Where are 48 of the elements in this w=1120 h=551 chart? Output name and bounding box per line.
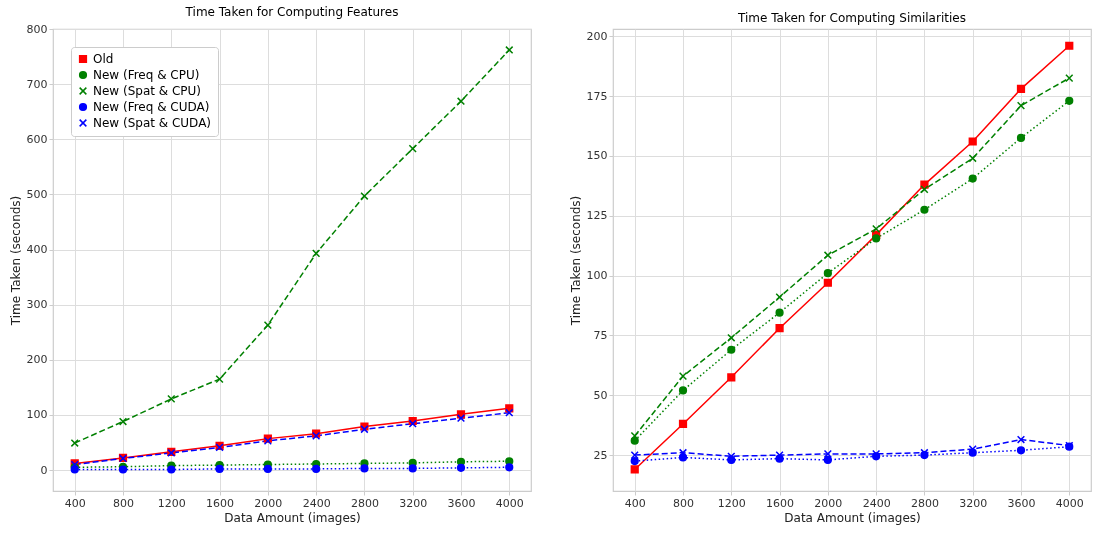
y-tick-label: 200: [26, 353, 48, 367]
y-tick-label: 0: [40, 463, 48, 477]
x-tick-label: 2400: [302, 496, 331, 510]
y-tick-label: 500: [26, 187, 48, 201]
x-tick-label: 1600: [206, 496, 235, 510]
chart-title: Time Taken for Computing Features: [184, 5, 399, 19]
y-tick-label: 600: [26, 132, 48, 146]
x-tick-label: 2800: [910, 496, 939, 510]
y-tick-label: 175: [586, 89, 608, 103]
y-tick-label: 75: [593, 328, 608, 342]
y-axis-title: Time Taken (seconds): [8, 195, 23, 327]
x-tick-label: 800: [673, 496, 695, 510]
y-tick-label: 25: [593, 448, 608, 462]
x-tick-label: 3200: [959, 496, 988, 510]
x-tick-label: 3600: [1007, 496, 1036, 510]
y-tick-label: 200: [586, 29, 608, 43]
y-axis-title: Time Taken (seconds): [568, 195, 583, 327]
y-tick-label: 700: [26, 77, 48, 91]
x-tick-label: 400: [64, 496, 86, 510]
y-tick-label: 150: [586, 149, 608, 163]
x-tick-label: 2000: [814, 496, 843, 510]
legend-label: New (Freq & CPU): [93, 68, 200, 82]
x-axis-title: Data Amount (images): [224, 510, 361, 525]
x-tick-label: 1200: [717, 496, 746, 510]
y-tick-label: 400: [26, 243, 48, 257]
x-tick-label: 2800: [350, 496, 379, 510]
legend-label: New (Spat & CPU): [93, 84, 202, 98]
y-tick-label: 125: [586, 209, 608, 223]
x-tick-label: 800: [113, 496, 135, 510]
y-tick-label: 300: [26, 298, 48, 312]
x-tick-label: 1600: [766, 496, 795, 510]
x-tick-label: 3200: [399, 496, 428, 510]
y-tick-label: 100: [586, 269, 608, 283]
x-tick-label: 4000: [1055, 496, 1084, 510]
y-tick-label: 100: [26, 408, 48, 422]
x-axis-title: Data Amount (images): [784, 510, 921, 525]
x-tick-label: 2400: [862, 496, 891, 510]
chart-title: Time Taken for Computing Similarities: [737, 11, 966, 25]
y-tick-label: 800: [26, 22, 48, 36]
x-tick-label: 400: [624, 496, 646, 510]
legend-label: New (Freq & CUDA): [93, 100, 210, 114]
legend-label: New (Spat & CUDA): [93, 116, 212, 130]
x-tick-label: 4000: [495, 496, 524, 510]
y-tick-label: 50: [593, 388, 608, 402]
x-tick-label: 3600: [447, 496, 476, 510]
x-tick-label: 1200: [157, 496, 186, 510]
legend-label: Old: [93, 52, 114, 66]
x-tick-label: 2000: [254, 496, 283, 510]
